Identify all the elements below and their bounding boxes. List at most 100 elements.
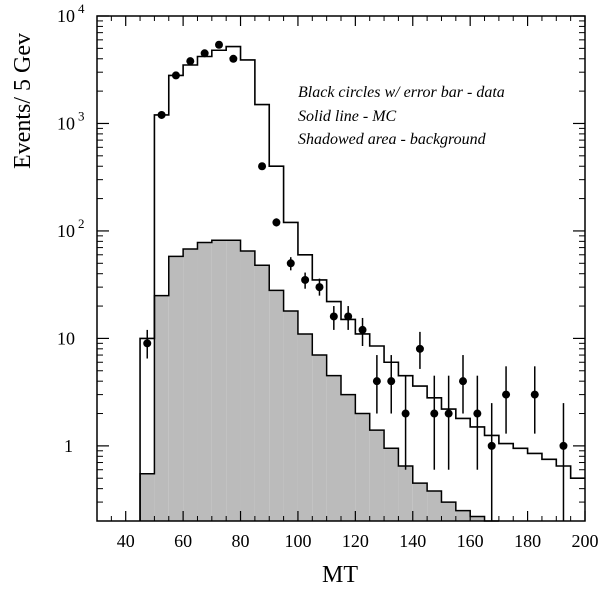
x-tick-label: 180 <box>514 531 541 551</box>
data-point <box>344 306 353 330</box>
background-bin <box>355 413 370 521</box>
data-point <box>286 257 295 271</box>
data-marker <box>530 390 539 399</box>
legend-entry-data: Black circles w/ error bar - data <box>298 84 505 101</box>
data-point <box>329 306 338 330</box>
data-point <box>171 71 180 80</box>
data-marker <box>372 377 381 386</box>
background-bin <box>226 240 241 521</box>
data-point <box>487 403 496 521</box>
background-bin <box>269 290 284 521</box>
background-bin <box>283 310 298 521</box>
data-marker <box>272 218 281 227</box>
data-marker <box>344 312 353 321</box>
background-bin <box>154 295 169 521</box>
data-point <box>301 272 310 289</box>
background-bin <box>455 510 471 521</box>
x-tick-label: 80 <box>232 531 250 551</box>
background-bin <box>312 355 327 521</box>
x-axis-label: MT <box>322 562 358 588</box>
data-marker <box>143 339 152 348</box>
mc-step-line <box>139 45 585 521</box>
background-bin <box>427 491 442 521</box>
x-tick-label: 140 <box>399 531 426 551</box>
x-tick-label: 160 <box>457 531 484 551</box>
y-tick-label: 1 <box>64 436 73 456</box>
data-marker <box>387 377 396 386</box>
y-tick-label: 10 2 <box>57 216 85 241</box>
background-bin <box>412 483 428 521</box>
data-point <box>315 278 324 296</box>
x-tick-label: 40 <box>117 531 135 551</box>
data-marker <box>157 110 166 119</box>
background-area <box>139 239 499 522</box>
data-marker <box>401 409 410 418</box>
x-tick-label: 200 <box>572 531 599 551</box>
background-bin <box>140 473 155 521</box>
data-marker <box>358 325 367 334</box>
mc-histogram-line <box>139 45 585 521</box>
data-point <box>415 331 424 369</box>
data-point <box>229 54 238 63</box>
data-marker <box>559 441 568 450</box>
data-point <box>358 317 367 346</box>
data-point <box>473 375 482 470</box>
background-bin <box>470 516 485 521</box>
legend: Black circles w/ error bar - data Solid … <box>298 84 505 148</box>
background-bin <box>197 242 212 521</box>
legend-entry-mc: Solid line - MC <box>298 108 397 125</box>
y-tick-label: 10 3 <box>57 108 85 133</box>
data-marker <box>444 409 453 418</box>
data-marker <box>315 283 324 292</box>
y-tick-label: 10 4 <box>57 1 85 26</box>
data-marker <box>487 441 496 450</box>
data-marker <box>200 49 209 58</box>
data-marker <box>329 312 338 321</box>
data-point <box>502 366 511 434</box>
data-point <box>530 366 539 434</box>
data-point <box>143 329 152 359</box>
y-axis-label: Events/ 5 Gev <box>10 33 36 169</box>
data-points <box>143 40 568 521</box>
background-bin <box>240 251 255 521</box>
background-bin <box>297 333 313 521</box>
background-bin <box>369 430 385 521</box>
x-tick-label: 120 <box>342 531 369 551</box>
data-point <box>430 375 439 470</box>
data-marker <box>473 409 482 418</box>
background-bin <box>441 502 456 521</box>
data-point <box>387 355 396 414</box>
data-marker <box>258 162 267 171</box>
background-bin <box>326 375 341 521</box>
y-tick-label: 10 <box>57 328 75 348</box>
data-marker <box>286 259 295 268</box>
data-point <box>186 57 195 66</box>
legend-entry-background: Shadowed area - background <box>298 131 487 148</box>
data-point <box>272 218 281 227</box>
data-marker <box>430 409 439 418</box>
background-bin <box>211 240 227 521</box>
data-point <box>200 49 209 58</box>
background-bin <box>341 394 356 521</box>
background-bin <box>183 248 198 522</box>
data-marker <box>171 71 180 80</box>
data-point <box>401 375 410 470</box>
data-point <box>258 162 267 171</box>
data-marker <box>229 54 238 63</box>
data-point <box>444 375 453 470</box>
background-outline <box>139 239 499 522</box>
background-bin <box>254 265 270 521</box>
data-marker <box>502 390 511 399</box>
x-tick-label: 60 <box>174 531 192 551</box>
data-marker <box>215 40 223 49</box>
data-point <box>215 40 223 49</box>
data-point <box>559 403 568 521</box>
data-point <box>157 110 166 119</box>
data-marker <box>415 344 424 353</box>
background-bin <box>398 465 413 521</box>
data-point <box>459 355 467 414</box>
data-point <box>372 355 381 414</box>
x-tick-label: 100 <box>284 531 311 551</box>
